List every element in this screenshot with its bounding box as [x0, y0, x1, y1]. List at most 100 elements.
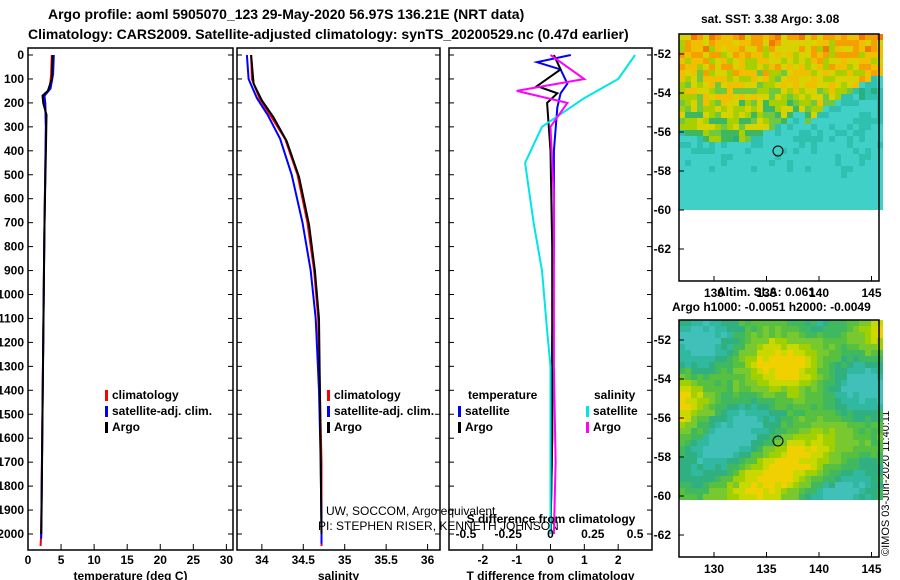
sla-map-cell: [829, 386, 835, 392]
sst-map-cell: [709, 196, 715, 202]
sst-map-cell: [733, 34, 739, 40]
x-tick-label-temperature: 0: [25, 553, 32, 567]
sst-map-cell: [805, 172, 811, 178]
sst-map-cell: [799, 94, 805, 100]
sst-map-cell: [799, 142, 805, 148]
sla-map-cell: [703, 392, 709, 398]
map-x-tick-label: 130: [704, 286, 724, 300]
map-y-tick-label: -54: [654, 86, 672, 100]
sla-map-cell: [775, 398, 781, 404]
sla-map-cell: [829, 470, 835, 476]
sla-map-cell: [835, 446, 841, 452]
sst-map-cell: [781, 58, 787, 64]
sst-map-cell: [751, 70, 757, 76]
sla-map-cell: [865, 440, 871, 446]
sst-map-cell: [793, 124, 799, 130]
sst-map-cell: [805, 58, 811, 64]
sla-map-cell: [733, 428, 739, 434]
sst-map-cell: [799, 34, 805, 40]
sst-map-cell: [853, 40, 859, 46]
sla-map-cell: [769, 350, 775, 356]
sla-map-cell: [751, 404, 757, 410]
sla-map-cell: [769, 446, 775, 452]
sst-map-cell: [679, 118, 685, 124]
sla-map-cell: [877, 446, 883, 452]
sla-map-cell: [715, 446, 721, 452]
sst-map-cell: [805, 46, 811, 52]
sst-map-cell: [763, 40, 769, 46]
sla-map-cell: [871, 494, 877, 500]
sst-map-cell: [685, 136, 691, 142]
sst-map-cell: [787, 172, 793, 178]
sla-map-cell: [859, 344, 865, 350]
sst-map-cell: [757, 40, 763, 46]
sla-map-cell: [781, 380, 787, 386]
sst-map-cell: [823, 112, 829, 118]
sst-map-cell: [721, 88, 727, 94]
legend-swatch: [458, 406, 461, 417]
sst-map-cell: [697, 46, 703, 52]
sst-map-cell: [775, 124, 781, 130]
sla-map-cell: [877, 320, 883, 326]
sla-map-cell: [811, 452, 817, 458]
sla-map-cell: [829, 398, 835, 404]
sst-map-cell: [847, 58, 853, 64]
sla-map-cell: [871, 386, 877, 392]
sst-map-cell: [739, 160, 745, 166]
sla-map-cell: [841, 368, 847, 374]
sla-map-cell: [781, 422, 787, 428]
sst-map-cell: [697, 76, 703, 82]
sla-map-cell: [697, 326, 703, 332]
sla-map-cell: [787, 374, 793, 380]
sla-map-cell: [709, 392, 715, 398]
sla-map-cell: [691, 410, 697, 416]
sla-map-cell: [769, 482, 775, 488]
sst-map-cell: [787, 178, 793, 184]
sst-map-cell: [769, 154, 775, 160]
sst-map-cell: [817, 118, 823, 124]
sst-map-cell: [703, 166, 709, 172]
sst-map-frame: [678, 33, 880, 282]
sst-map-cell: [685, 196, 691, 202]
sst-map-cell: [745, 70, 751, 76]
sla-map-cell: [739, 320, 745, 326]
sla-map-cell: [703, 374, 709, 380]
sst-map-cell: [685, 142, 691, 148]
sst-map-cell: [685, 154, 691, 160]
sla-map-cell: [697, 320, 703, 326]
sla-map-cell: [763, 464, 769, 470]
sst-map-cell: [691, 160, 697, 166]
sla-map-cell: [715, 398, 721, 404]
sla-map-cell: [793, 452, 799, 458]
sla-map-cell: [793, 488, 799, 494]
sst-map-cell: [847, 52, 853, 58]
sst-map-cell: [811, 202, 817, 208]
sst-map-cell: [715, 118, 721, 124]
sla-map-cell: [823, 404, 829, 410]
sla-map-cell: [679, 356, 685, 362]
sla-map-cell: [793, 446, 799, 452]
sst-map-cell: [877, 58, 883, 64]
sla-map-cell: [721, 458, 727, 464]
sst-map-cell: [841, 142, 847, 148]
sst-map-cell: [847, 100, 853, 106]
sla-map-cell: [691, 458, 697, 464]
sla-map-cell: [691, 428, 697, 434]
sst-map-cell: [829, 172, 835, 178]
sst-map-cell: [745, 202, 751, 208]
sst-map-cell: [853, 166, 859, 172]
sla-map-cell: [811, 416, 817, 422]
sst-map-cell: [841, 46, 847, 52]
series-line-climatology: [250, 54, 323, 546]
sst-map-cell: [829, 88, 835, 94]
sst-map-cell: [679, 88, 685, 94]
sla-map-cell: [727, 386, 733, 392]
sst-map-cell: [823, 58, 829, 64]
sla-map-cell: [841, 440, 847, 446]
sst-map-cell: [703, 112, 709, 118]
sla-map-cell: [763, 434, 769, 440]
sla-map-cell: [871, 404, 877, 410]
sla-map-cell: [871, 320, 877, 326]
sla-map-cell: [829, 428, 835, 434]
sla-map-cell: [679, 458, 685, 464]
